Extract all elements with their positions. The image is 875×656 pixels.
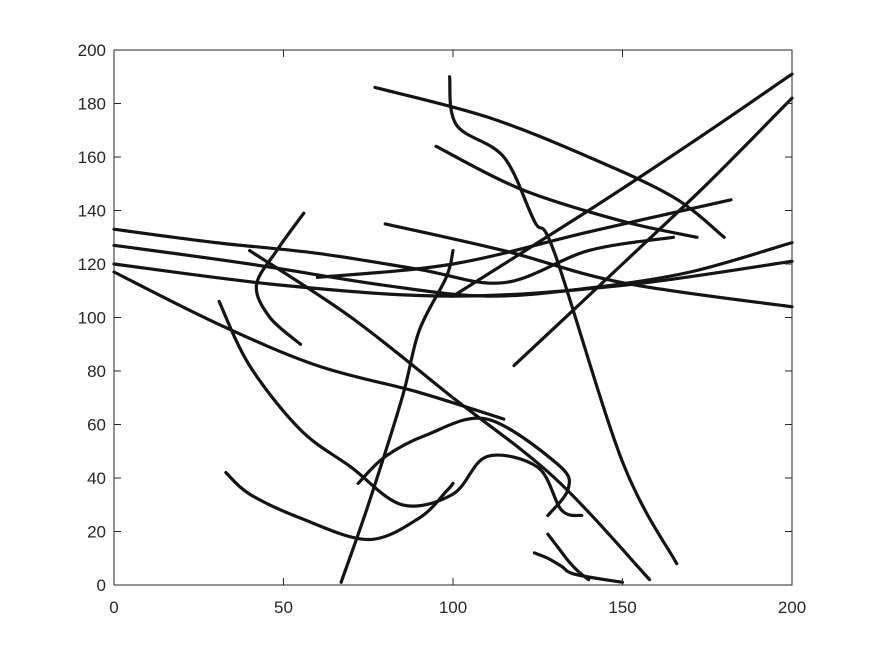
y-tick-label: 200 — [78, 41, 106, 60]
series-line-13 — [339, 249, 455, 584]
y-axis-ticks: 0 20 40 60 80 100 120 140 160 180 200 — [78, 41, 792, 595]
series-line-5 — [248, 249, 652, 582]
series-line-4 — [112, 270, 506, 421]
series-line-15 — [356, 416, 571, 518]
y-tick-label: 20 — [87, 523, 106, 542]
series-line-8 — [315, 198, 733, 279]
series-line-9 — [383, 222, 794, 309]
y-tick-label: 180 — [78, 95, 106, 114]
series-line-12 — [448, 75, 679, 566]
line-paths-group — [112, 72, 794, 584]
x-tick-label: 200 — [778, 598, 806, 617]
plot-area-background — [114, 50, 792, 585]
series-line-11 — [512, 96, 794, 368]
y-tick-label: 140 — [78, 202, 106, 221]
x-axis-ticks: 0 50 100 150 200 — [109, 50, 806, 617]
y-tick-label: 40 — [87, 469, 106, 488]
x-tick-label: 100 — [439, 598, 467, 617]
series-line-6 — [373, 85, 726, 239]
y-tick-label: 120 — [78, 255, 106, 274]
series-line-10 — [451, 72, 794, 298]
x-tick-label: 150 — [608, 598, 636, 617]
series-line-16 — [224, 471, 455, 542]
y-tick-label: 60 — [87, 416, 106, 435]
y-tick-label: 100 — [78, 309, 106, 328]
y-tick-label: 80 — [87, 362, 106, 381]
y-tick-label: 160 — [78, 148, 106, 167]
series-line-17 — [254, 211, 306, 346]
series-line-14 — [217, 299, 584, 518]
series-line-7 — [434, 144, 699, 239]
y-tick-label: 0 — [97, 576, 106, 595]
x-tick-label: 0 — [109, 598, 118, 617]
x-tick-label: 50 — [274, 598, 293, 617]
series-line-19 — [532, 551, 625, 584]
